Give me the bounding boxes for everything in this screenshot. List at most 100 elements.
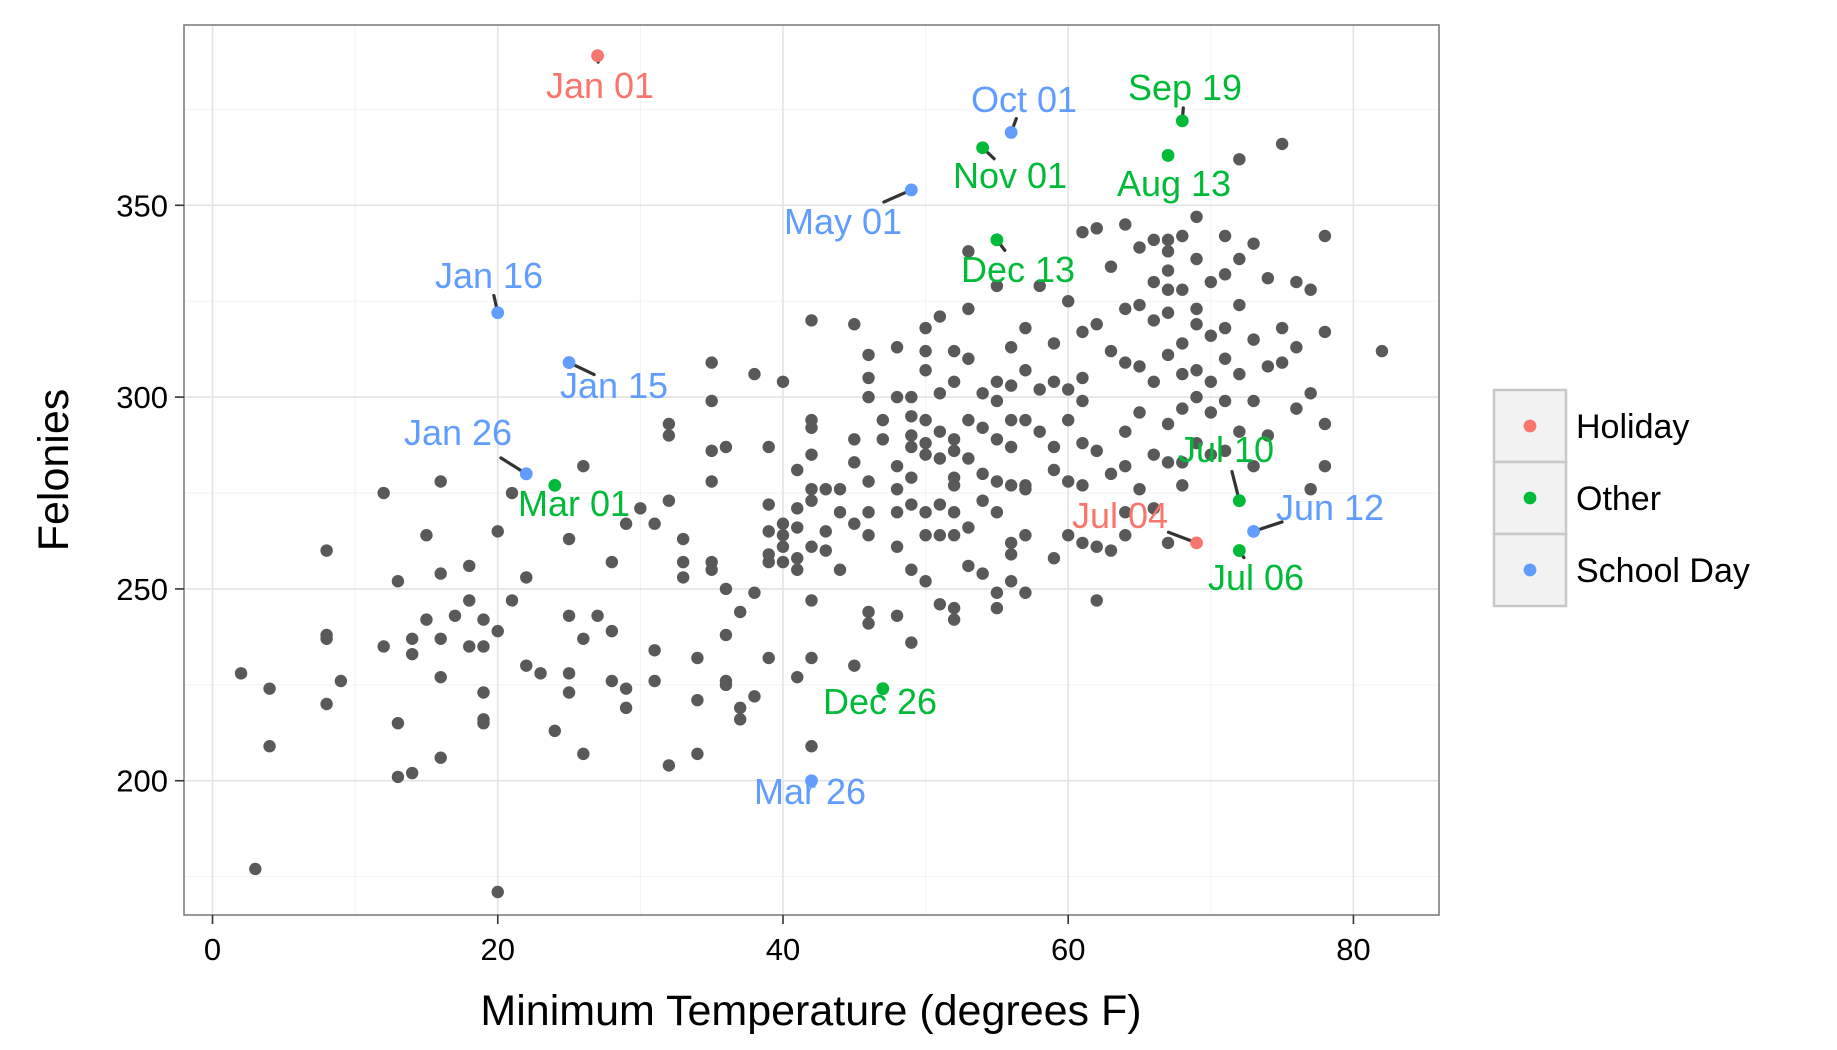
data-point [933, 498, 947, 511]
data-point [263, 740, 276, 753]
data-point [263, 682, 276, 695]
data-point [662, 494, 676, 507]
data-point [1047, 440, 1061, 454]
highlighted-point [990, 233, 1004, 247]
data-point [805, 314, 818, 327]
data-point [1133, 406, 1146, 419]
data-point [1204, 406, 1218, 419]
data-point [933, 452, 947, 465]
data-point [705, 475, 718, 488]
data-point [1076, 325, 1089, 339]
data-point [990, 586, 1004, 599]
data-point [762, 651, 775, 665]
data-point [1190, 390, 1203, 404]
data-point [520, 571, 533, 584]
data-point [1147, 275, 1160, 289]
data-point [776, 540, 790, 553]
data-point [990, 505, 1004, 519]
data-point [1119, 529, 1132, 542]
data-point [1233, 298, 1246, 312]
data-point [890, 609, 904, 622]
highlighted-point [805, 774, 818, 788]
data-point [1004, 548, 1018, 561]
data-point [391, 716, 405, 730]
highlighted-point [491, 306, 505, 320]
data-point [676, 571, 690, 584]
data-point [320, 697, 333, 711]
data-point [1204, 375, 1218, 388]
y-axis-title: Felonies [30, 389, 78, 552]
annotation-labels: Jan 01 Jul 04 Sep 19 Nov 01 Aug 13 Dec 13 Mar … [404, 65, 1384, 812]
data-point [947, 505, 961, 519]
data-point [1247, 394, 1260, 408]
data-point [1090, 318, 1103, 331]
data-point [1062, 529, 1075, 542]
data-point [1218, 352, 1232, 365]
data-point [1290, 341, 1303, 354]
data-point [648, 517, 661, 530]
data-point [1119, 218, 1132, 231]
data-point [1004, 536, 1018, 550]
data-point [862, 475, 875, 488]
data-point [905, 563, 918, 576]
data-point [1290, 275, 1303, 289]
data-point [890, 482, 904, 496]
data-point [805, 540, 818, 553]
data-point [705, 394, 718, 408]
data-point [776, 529, 790, 542]
minor-gridlines [184, 25, 1439, 915]
data-point [1062, 295, 1075, 308]
data-point [1004, 440, 1018, 454]
data-point [391, 770, 405, 784]
data-point [1261, 360, 1275, 373]
data-point [705, 356, 718, 369]
data-point [1019, 586, 1032, 599]
data-point [919, 448, 932, 461]
data-point [848, 456, 861, 469]
data-point [1033, 279, 1046, 293]
data-point [819, 482, 832, 496]
data-point [491, 624, 504, 638]
data-point [876, 433, 890, 446]
data-point [990, 433, 1004, 446]
data-point [990, 375, 1004, 388]
data-point [1247, 333, 1260, 346]
data-point [962, 302, 975, 316]
point-label: Dec 13 [961, 249, 1075, 290]
data-point [1004, 341, 1018, 354]
data-point [562, 532, 576, 546]
data-point [976, 494, 989, 507]
data-point [377, 486, 390, 500]
data-point [1275, 356, 1289, 369]
data-point [962, 245, 975, 258]
data-point [919, 436, 932, 450]
data-point [862, 617, 875, 630]
data-point [619, 701, 633, 715]
data-point [848, 517, 861, 530]
data-point [577, 747, 590, 761]
data-point [676, 532, 690, 546]
x-tick-label: 20 [481, 932, 515, 967]
data-point [947, 444, 961, 458]
data-point [719, 678, 733, 692]
data-point [862, 505, 875, 519]
data-point [833, 563, 847, 576]
data-point [1062, 383, 1075, 396]
data-point [1190, 436, 1203, 450]
highlighted-point [519, 467, 533, 481]
data-point [691, 651, 704, 665]
data-point [691, 693, 704, 707]
data-point [1047, 375, 1061, 388]
data-point [1004, 379, 1018, 392]
data-point [905, 471, 918, 484]
data-point [1218, 394, 1232, 408]
highlighted-point [1247, 524, 1261, 538]
data-point [1161, 233, 1175, 247]
data-point [1047, 337, 1061, 350]
data-point [1176, 402, 1189, 415]
data-point [705, 444, 718, 458]
point-label: Nov 01 [953, 155, 1067, 196]
data-point [1090, 594, 1103, 607]
data-point [1275, 137, 1289, 151]
